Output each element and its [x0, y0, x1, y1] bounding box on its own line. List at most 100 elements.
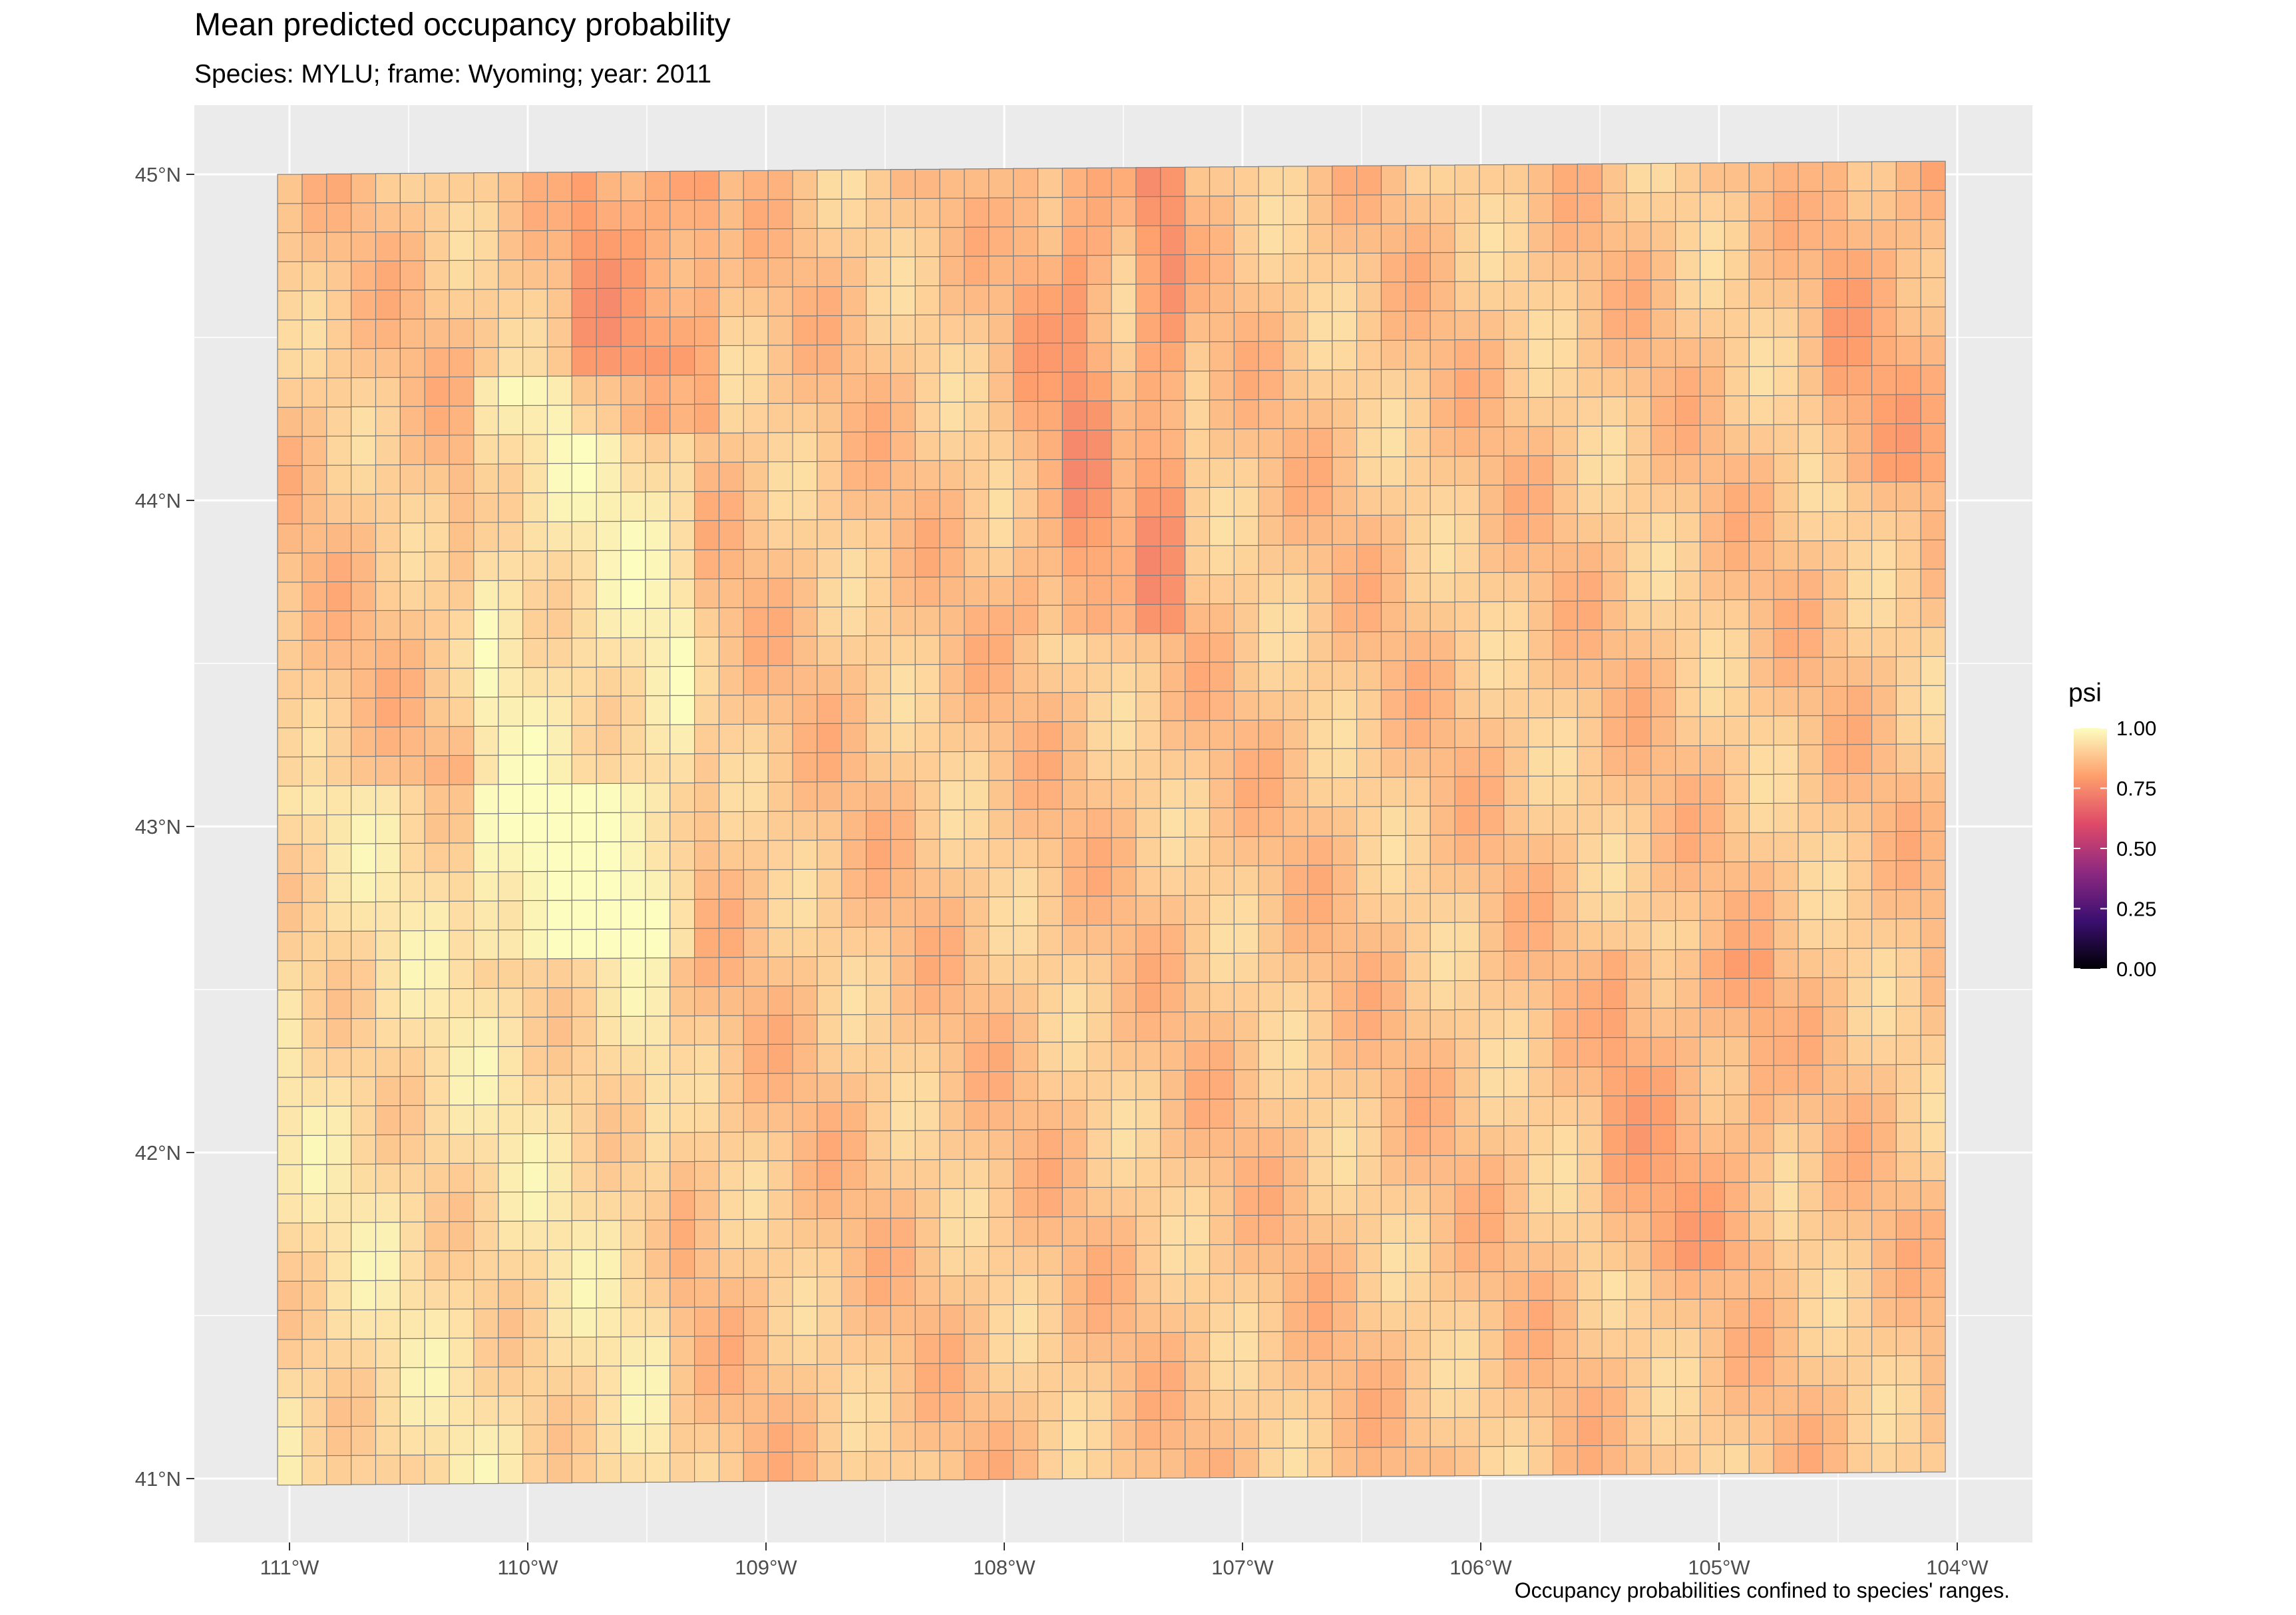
- map-cell: [1356, 1068, 1382, 1099]
- map-cell: [1258, 282, 1284, 313]
- y-tick-label: 45°N: [135, 163, 181, 186]
- map-cell: [620, 1190, 646, 1221]
- map-cell: [1601, 396, 1627, 427]
- map-cell: [1135, 1041, 1161, 1071]
- map-cell: [988, 459, 1014, 490]
- map-cell: [792, 170, 818, 200]
- map-cell: [1479, 922, 1505, 952]
- map-cell: [865, 693, 892, 724]
- map-cell: [424, 1367, 450, 1397]
- map-cell: [1773, 1152, 1799, 1182]
- map-cell: [399, 551, 425, 582]
- map-cell: [1135, 1303, 1161, 1334]
- map-cell: [473, 1279, 499, 1310]
- map-cell: [498, 521, 524, 552]
- map-cell: [1380, 1417, 1407, 1448]
- map-cell: [301, 1251, 327, 1282]
- map-cell: [522, 696, 548, 727]
- map-cell: [620, 1015, 646, 1046]
- map-cell: [1405, 980, 1431, 1011]
- map-cell: [693, 724, 720, 755]
- map-cell: [571, 783, 597, 814]
- map-cell: [1013, 226, 1039, 257]
- map-cell: [277, 931, 303, 962]
- map-cell: [693, 228, 720, 259]
- map-cell: [964, 1159, 990, 1189]
- map-cell: [1258, 195, 1284, 226]
- map-cell: [1577, 1445, 1603, 1475]
- map-cell: [1895, 1093, 1921, 1123]
- map-cell: [1405, 659, 1431, 690]
- map-cell: [1650, 1007, 1676, 1038]
- map-cell: [1847, 1180, 1873, 1211]
- map-cell: [277, 1310, 303, 1340]
- map-cell: [743, 1277, 769, 1308]
- map-cell: [1528, 717, 1554, 748]
- map-cell: [693, 607, 720, 637]
- map-cell: [351, 1192, 377, 1223]
- map-cell: [865, 722, 892, 753]
- map-cell: [449, 1367, 475, 1397]
- map-cell: [841, 315, 867, 345]
- legend-label: 0.75: [2116, 777, 2156, 801]
- map-cell: [1307, 1389, 1333, 1419]
- map-cell: [645, 637, 671, 667]
- map-cell: [1356, 1301, 1382, 1332]
- map-cell: [1577, 1212, 1603, 1242]
- map-cell: [326, 1222, 352, 1252]
- map-cell: [1430, 1184, 1455, 1214]
- map-cell: [1479, 747, 1505, 777]
- map-cell: [301, 1310, 327, 1340]
- map-cell: [1650, 192, 1676, 222]
- map-cell: [817, 723, 843, 753]
- map-cell: [914, 373, 940, 403]
- map-cell: [473, 1308, 499, 1339]
- map-cell: [718, 1190, 745, 1220]
- map-cell: [693, 782, 720, 812]
- map-cell: [620, 753, 646, 784]
- map-cell: [693, 287, 720, 317]
- map-cell: [865, 198, 892, 229]
- map-cell: [743, 956, 769, 987]
- map-cell: [1552, 251, 1579, 281]
- map-cell: [1847, 743, 1873, 774]
- map-cell: [1479, 572, 1505, 602]
- map-cell: [693, 753, 720, 783]
- map-cell: [1405, 1126, 1431, 1157]
- map-cell: [743, 1306, 769, 1336]
- map-cell: [718, 840, 745, 870]
- map-cell: [571, 1307, 597, 1338]
- map-cell: [326, 289, 352, 320]
- map-cell: [1111, 633, 1137, 663]
- map-cell: [1479, 368, 1505, 399]
- map-cell: [1061, 1129, 1087, 1159]
- map-cell: [1160, 196, 1186, 226]
- map-cell: [890, 955, 916, 986]
- map-cell: [571, 521, 597, 552]
- map-cell: [841, 1363, 867, 1394]
- map-cell: [1528, 426, 1554, 456]
- map-cell: [571, 1395, 597, 1425]
- map-cell: [1454, 281, 1480, 311]
- map-cell: [1185, 283, 1211, 313]
- map-cell: [449, 405, 475, 436]
- map-cell: [1822, 278, 1848, 309]
- map-cell: [1307, 1214, 1333, 1244]
- map-cell: [1601, 1299, 1627, 1330]
- map-cell: [1871, 481, 1897, 512]
- map-cell: [473, 463, 499, 494]
- map-cell: [1160, 1069, 1186, 1100]
- map-cell: [1528, 1358, 1554, 1389]
- map-cell: [1135, 1244, 1161, 1275]
- map-cell: [1479, 542, 1505, 573]
- map-cell: [1847, 1093, 1873, 1124]
- map-cell: [1822, 948, 1848, 978]
- map-cell: [1430, 164, 1455, 195]
- map-cell: [1552, 542, 1579, 573]
- map-cell: [939, 1275, 965, 1306]
- map-cell: [277, 1077, 303, 1107]
- map-cell: [1013, 576, 1039, 606]
- map-cell: [1920, 830, 1946, 861]
- map-cell: [1013, 517, 1039, 548]
- map-cell: [1356, 573, 1382, 604]
